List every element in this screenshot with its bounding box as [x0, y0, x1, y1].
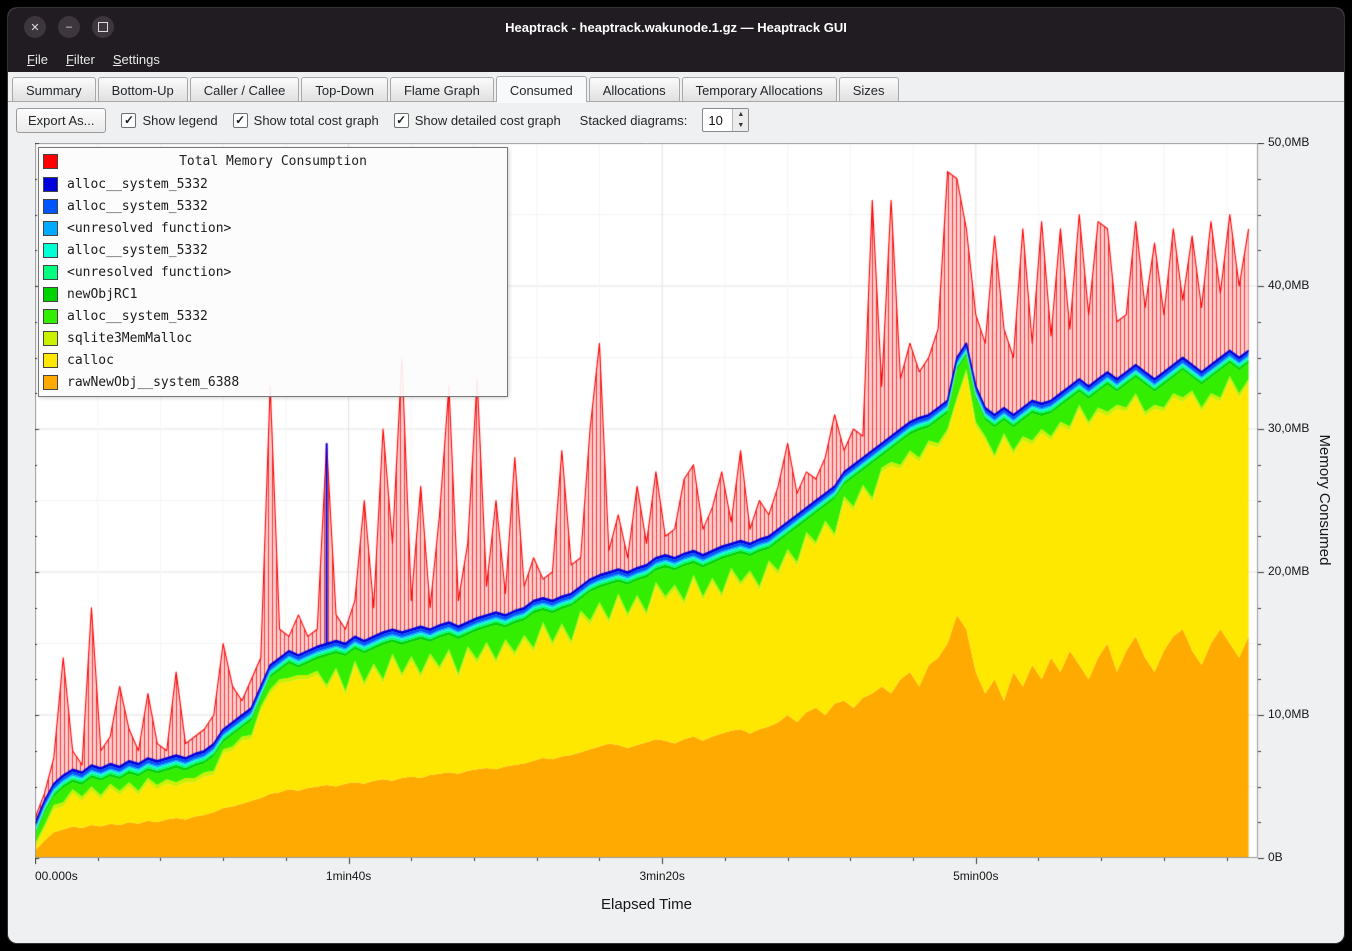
y-axis-title: Memory Consumed [1316, 434, 1333, 566]
legend-title-row: Total Memory Consumption [39, 150, 507, 173]
legend-item: <unresolved function> [39, 217, 507, 239]
show-total-cost-group: Show total cost graph [232, 112, 379, 128]
tab-top-down[interactable]: Top-Down [301, 77, 388, 102]
tab-summary[interactable]: Summary [12, 77, 96, 102]
tab-bottom-up[interactable]: Bottom-Up [97, 77, 188, 102]
show-total-cost-label: Show total cost graph [253, 112, 379, 128]
spin-arrows [732, 109, 749, 131]
y-tick-label: 40,0MB [1268, 278, 1310, 292]
legend-label: <unresolved function> [67, 264, 232, 280]
x-tick-label: 1min40s [325, 869, 372, 883]
stacked-diagrams-spinbox[interactable]: 10 [702, 108, 750, 132]
show-detailed-cost-checkbox[interactable] [393, 112, 409, 128]
maximize-icon [98, 22, 108, 32]
legend-item: rawNewObj__system_6388 [39, 371, 507, 393]
show-legend-group: Show legend [121, 112, 218, 128]
legend-item: newObjRC1 [39, 283, 507, 305]
y-tick-label: 0B [1268, 850, 1283, 864]
chart-region: Total Memory Consumption alloc__system_5… [8, 135, 1344, 943]
tab-consumed[interactable]: Consumed [495, 76, 587, 102]
legend-label: alloc__system_5332 [67, 176, 208, 192]
legend-label: rawNewObj__system_6388 [67, 374, 240, 390]
tab-flame-graph[interactable]: Flame Graph [389, 77, 494, 102]
menubar: File Filter Settings [8, 46, 1344, 72]
legend-swatch [43, 264, 58, 280]
window-title: Heaptrack - heaptrack.wakunode.1.gz — He… [505, 19, 847, 35]
legend-item: alloc__system_5332 [39, 239, 507, 261]
legend-swatch [43, 220, 58, 236]
tab-sizes[interactable]: Sizes [838, 77, 899, 102]
spin-down-icon[interactable] [733, 120, 748, 131]
legend-item: sqlite3MemMalloc [39, 327, 507, 349]
tab-allocations[interactable]: Allocations [588, 77, 680, 102]
legend-item: alloc__system_5332 [39, 195, 507, 217]
show-detailed-cost-label: Show detailed cost graph [414, 112, 561, 128]
stacked-diagrams-label: Stacked diagrams: [579, 112, 688, 128]
legend-title: Total Memory Consumption [179, 154, 367, 169]
x-tick-label: 5min00s [953, 869, 999, 883]
tab-bar: Summary Bottom-Up Caller / Callee Top-Do… [8, 72, 1344, 102]
maximize-button[interactable] [92, 16, 114, 38]
legend-swatch-total [43, 154, 58, 169]
x-axis-title: Elapsed Time [601, 896, 692, 913]
y-tick-label: 30,0MB [1268, 421, 1310, 435]
y-tick-label: 20,0MB [1268, 564, 1310, 578]
menu-file[interactable]: File [27, 51, 48, 67]
show-legend-label: Show legend [142, 112, 218, 128]
legend-label: alloc__system_5332 [67, 242, 208, 258]
legend-swatch [43, 286, 58, 302]
show-total-cost-checkbox[interactable] [232, 112, 248, 128]
minimize-button[interactable]: – [58, 16, 80, 38]
legend-swatch [43, 242, 58, 258]
y-tick-label: 50,0MB [1268, 135, 1310, 149]
legend-label: <unresolved function> [67, 220, 232, 236]
menu-filter[interactable]: Filter [65, 51, 95, 67]
legend-item: alloc__system_5332 [39, 173, 507, 195]
show-detailed-cost-group: Show detailed cost graph [393, 112, 561, 128]
close-button[interactable]: ✕ [24, 16, 46, 38]
titlebar[interactable]: ✕ – Heaptrack - heaptrack.wakunode.1.gz … [8, 8, 1344, 46]
legend-swatch [43, 176, 58, 192]
legend-label: alloc__system_5332 [67, 308, 208, 324]
legend-swatch [43, 308, 58, 324]
stacked-diagrams-value[interactable]: 10 [708, 112, 723, 128]
menu-settings[interactable]: Settings [112, 51, 160, 67]
legend-swatch [43, 330, 58, 346]
legend-swatch [43, 374, 58, 390]
heaptrack-window: ✕ – Heaptrack - heaptrack.wakunode.1.gz … [8, 8, 1344, 943]
legend-item: <unresolved function> [39, 261, 507, 283]
export-as-button[interactable]: Export As... [16, 107, 107, 133]
legend-label: newObjRC1 [67, 286, 138, 302]
x-tick-label: 3min20s [639, 869, 685, 883]
minimize-icon: – [65, 21, 73, 33]
legend-item: alloc__system_5332 [39, 305, 507, 327]
chart-legend: Total Memory Consumption alloc__system_5… [38, 147, 508, 397]
close-icon: ✕ [30, 21, 40, 34]
legend-swatch [43, 198, 58, 214]
legend-label: sqlite3MemMalloc [67, 330, 193, 346]
y-tick-label: 10,0MB [1268, 707, 1310, 721]
legend-label: alloc__system_5332 [67, 198, 208, 214]
legend-label: calloc [67, 352, 114, 368]
spin-up-icon[interactable] [733, 109, 748, 120]
toolbar: Export As... Show legend Show total cost… [8, 102, 1344, 136]
legend-item: calloc [39, 349, 507, 371]
tab-temporary-allocations[interactable]: Temporary Allocations [681, 77, 837, 102]
x-tick-label: 00.000s [35, 869, 78, 883]
tab-caller-callee[interactable]: Caller / Callee [189, 77, 300, 102]
show-legend-checkbox[interactable] [121, 112, 137, 128]
legend-swatch [43, 352, 58, 368]
